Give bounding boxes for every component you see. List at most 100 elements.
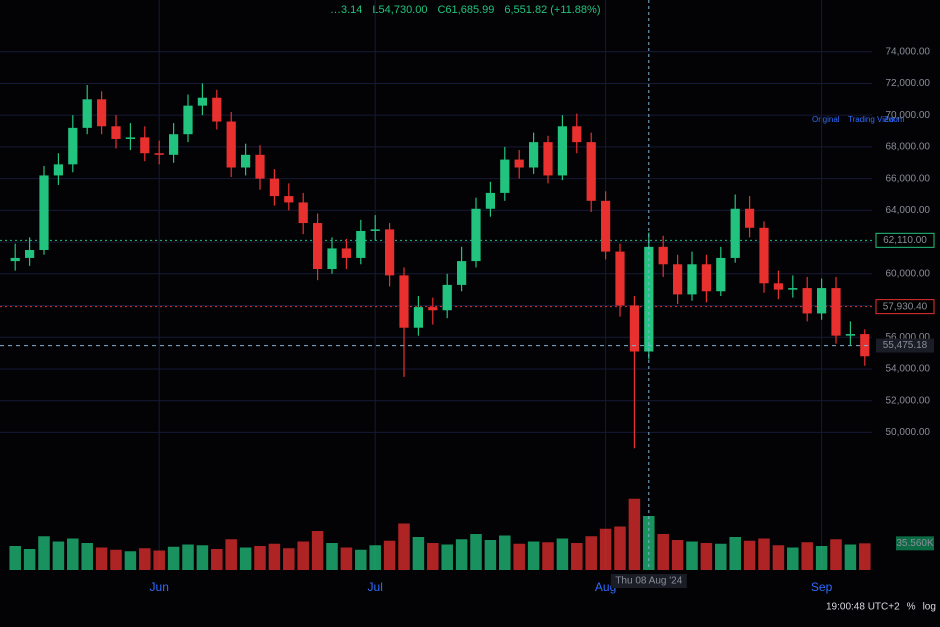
candle-body: [456, 261, 467, 285]
candle-body: [226, 121, 236, 168]
volume-bar: [311, 531, 324, 570]
candle-body: [240, 154, 251, 168]
volume-bar: [614, 526, 626, 570]
candle-body: [413, 307, 424, 328]
y-tick-label: 52,000.00: [886, 395, 931, 406]
candle-body: [399, 275, 409, 328]
candle-body: [528, 142, 539, 168]
volume-bar: [398, 523, 410, 570]
volume-bar: [787, 547, 799, 570]
candle-body: [586, 142, 596, 201]
volume-bar: [297, 541, 309, 570]
volume-bar: [571, 543, 583, 570]
volume-bar: [585, 536, 597, 570]
volume-bar: [715, 543, 727, 570]
candle-body: [68, 127, 78, 165]
volume-bar: [441, 544, 453, 570]
x-tick-label: Jul: [368, 580, 383, 594]
candle-body: [557, 126, 568, 176]
volume-bar: [772, 545, 785, 570]
volume-bar: [153, 550, 165, 570]
volume-bar: [95, 547, 108, 570]
crosshair-date-box: [610, 574, 687, 588]
candle-body: [284, 196, 294, 203]
candle-body: [744, 208, 755, 228]
candle-body: [485, 192, 496, 209]
volume-bar: [283, 548, 295, 570]
y-tick-label: 56,000.00: [886, 332, 931, 343]
volume-bar: [657, 534, 669, 570]
candle-body: [370, 229, 380, 231]
y-tick-label: 66,000.00: [886, 173, 931, 184]
view-button[interactable]: Zoom: [884, 115, 905, 124]
volume-bar: [859, 543, 871, 570]
volume-bar: [743, 540, 756, 570]
candle-body: [773, 283, 784, 290]
volume-bar: [686, 541, 698, 570]
volume-bar: [527, 541, 540, 570]
view-button[interactable]: Original: [812, 115, 840, 124]
status-item[interactable]: %: [907, 602, 916, 613]
candle-body: [154, 153, 164, 155]
x-tick-label: Sep: [811, 580, 833, 594]
y-tick-label: 72,000.00: [886, 78, 931, 89]
volume-bar: [412, 537, 425, 570]
candle-body: [816, 288, 827, 314]
volume-bar: [844, 544, 857, 570]
crosshair-price-label: 55,475.18: [883, 340, 928, 351]
y-tick-label: 54,000.00: [886, 364, 931, 375]
volume-bar: [268, 543, 281, 570]
candle-body: [730, 208, 740, 258]
volume-bar: [729, 537, 741, 570]
candle-body: [53, 164, 64, 176]
view-button[interactable]: Trading View: [848, 115, 894, 124]
volume-bar: [801, 542, 813, 570]
status-item[interactable]: log: [923, 602, 936, 613]
price-label-box: [875, 232, 935, 248]
candle-body: [845, 334, 856, 336]
candle-body: [96, 99, 107, 127]
candle-body: [428, 307, 438, 311]
candle-body: [327, 248, 337, 270]
candle-body: [82, 99, 92, 128]
candle-body: [212, 97, 222, 122]
volume-bar: [38, 536, 50, 570]
header-value: …3.14: [330, 4, 362, 16]
candle-body: [644, 246, 654, 352]
candle-body: [10, 257, 20, 262]
volume-bar: [484, 540, 497, 570]
candle-body: [716, 257, 726, 292]
volume-bar: [239, 547, 252, 570]
volume-bar: [110, 549, 122, 570]
volume-bar: [326, 543, 338, 570]
y-tick-label: 60,000.00: [886, 268, 931, 279]
candle-body: [788, 288, 798, 290]
candle-body: [615, 251, 625, 306]
x-tick-label: Jun: [150, 580, 169, 594]
volume-bar: [340, 547, 353, 570]
candle-body: [140, 137, 150, 154]
candle-body: [197, 97, 208, 106]
crosshair-date-label: Thu 08 Aug '24: [615, 576, 682, 587]
candle-body: [312, 223, 323, 270]
volume-bar: [470, 534, 482, 570]
y-tick-label: 50,000.00: [886, 427, 931, 438]
volume-bar: [196, 545, 209, 570]
volume-bar: [124, 551, 137, 570]
volume-bar: [599, 528, 612, 570]
volume-label: 35.560K: [896, 538, 934, 549]
volume-bar: [225, 539, 237, 570]
volume-bar: [139, 548, 151, 570]
candle-body: [543, 142, 553, 176]
candle-body: [356, 230, 366, 258]
volume-bar: [556, 538, 569, 570]
volume-bar: [671, 540, 684, 570]
volume-bar: [628, 498, 641, 570]
candle-body: [658, 246, 668, 265]
candle-body: [500, 159, 510, 193]
volume-bar: [830, 539, 842, 570]
candle-body: [183, 105, 193, 135]
volume-bar: [81, 543, 93, 570]
volume-bar: [383, 540, 396, 570]
